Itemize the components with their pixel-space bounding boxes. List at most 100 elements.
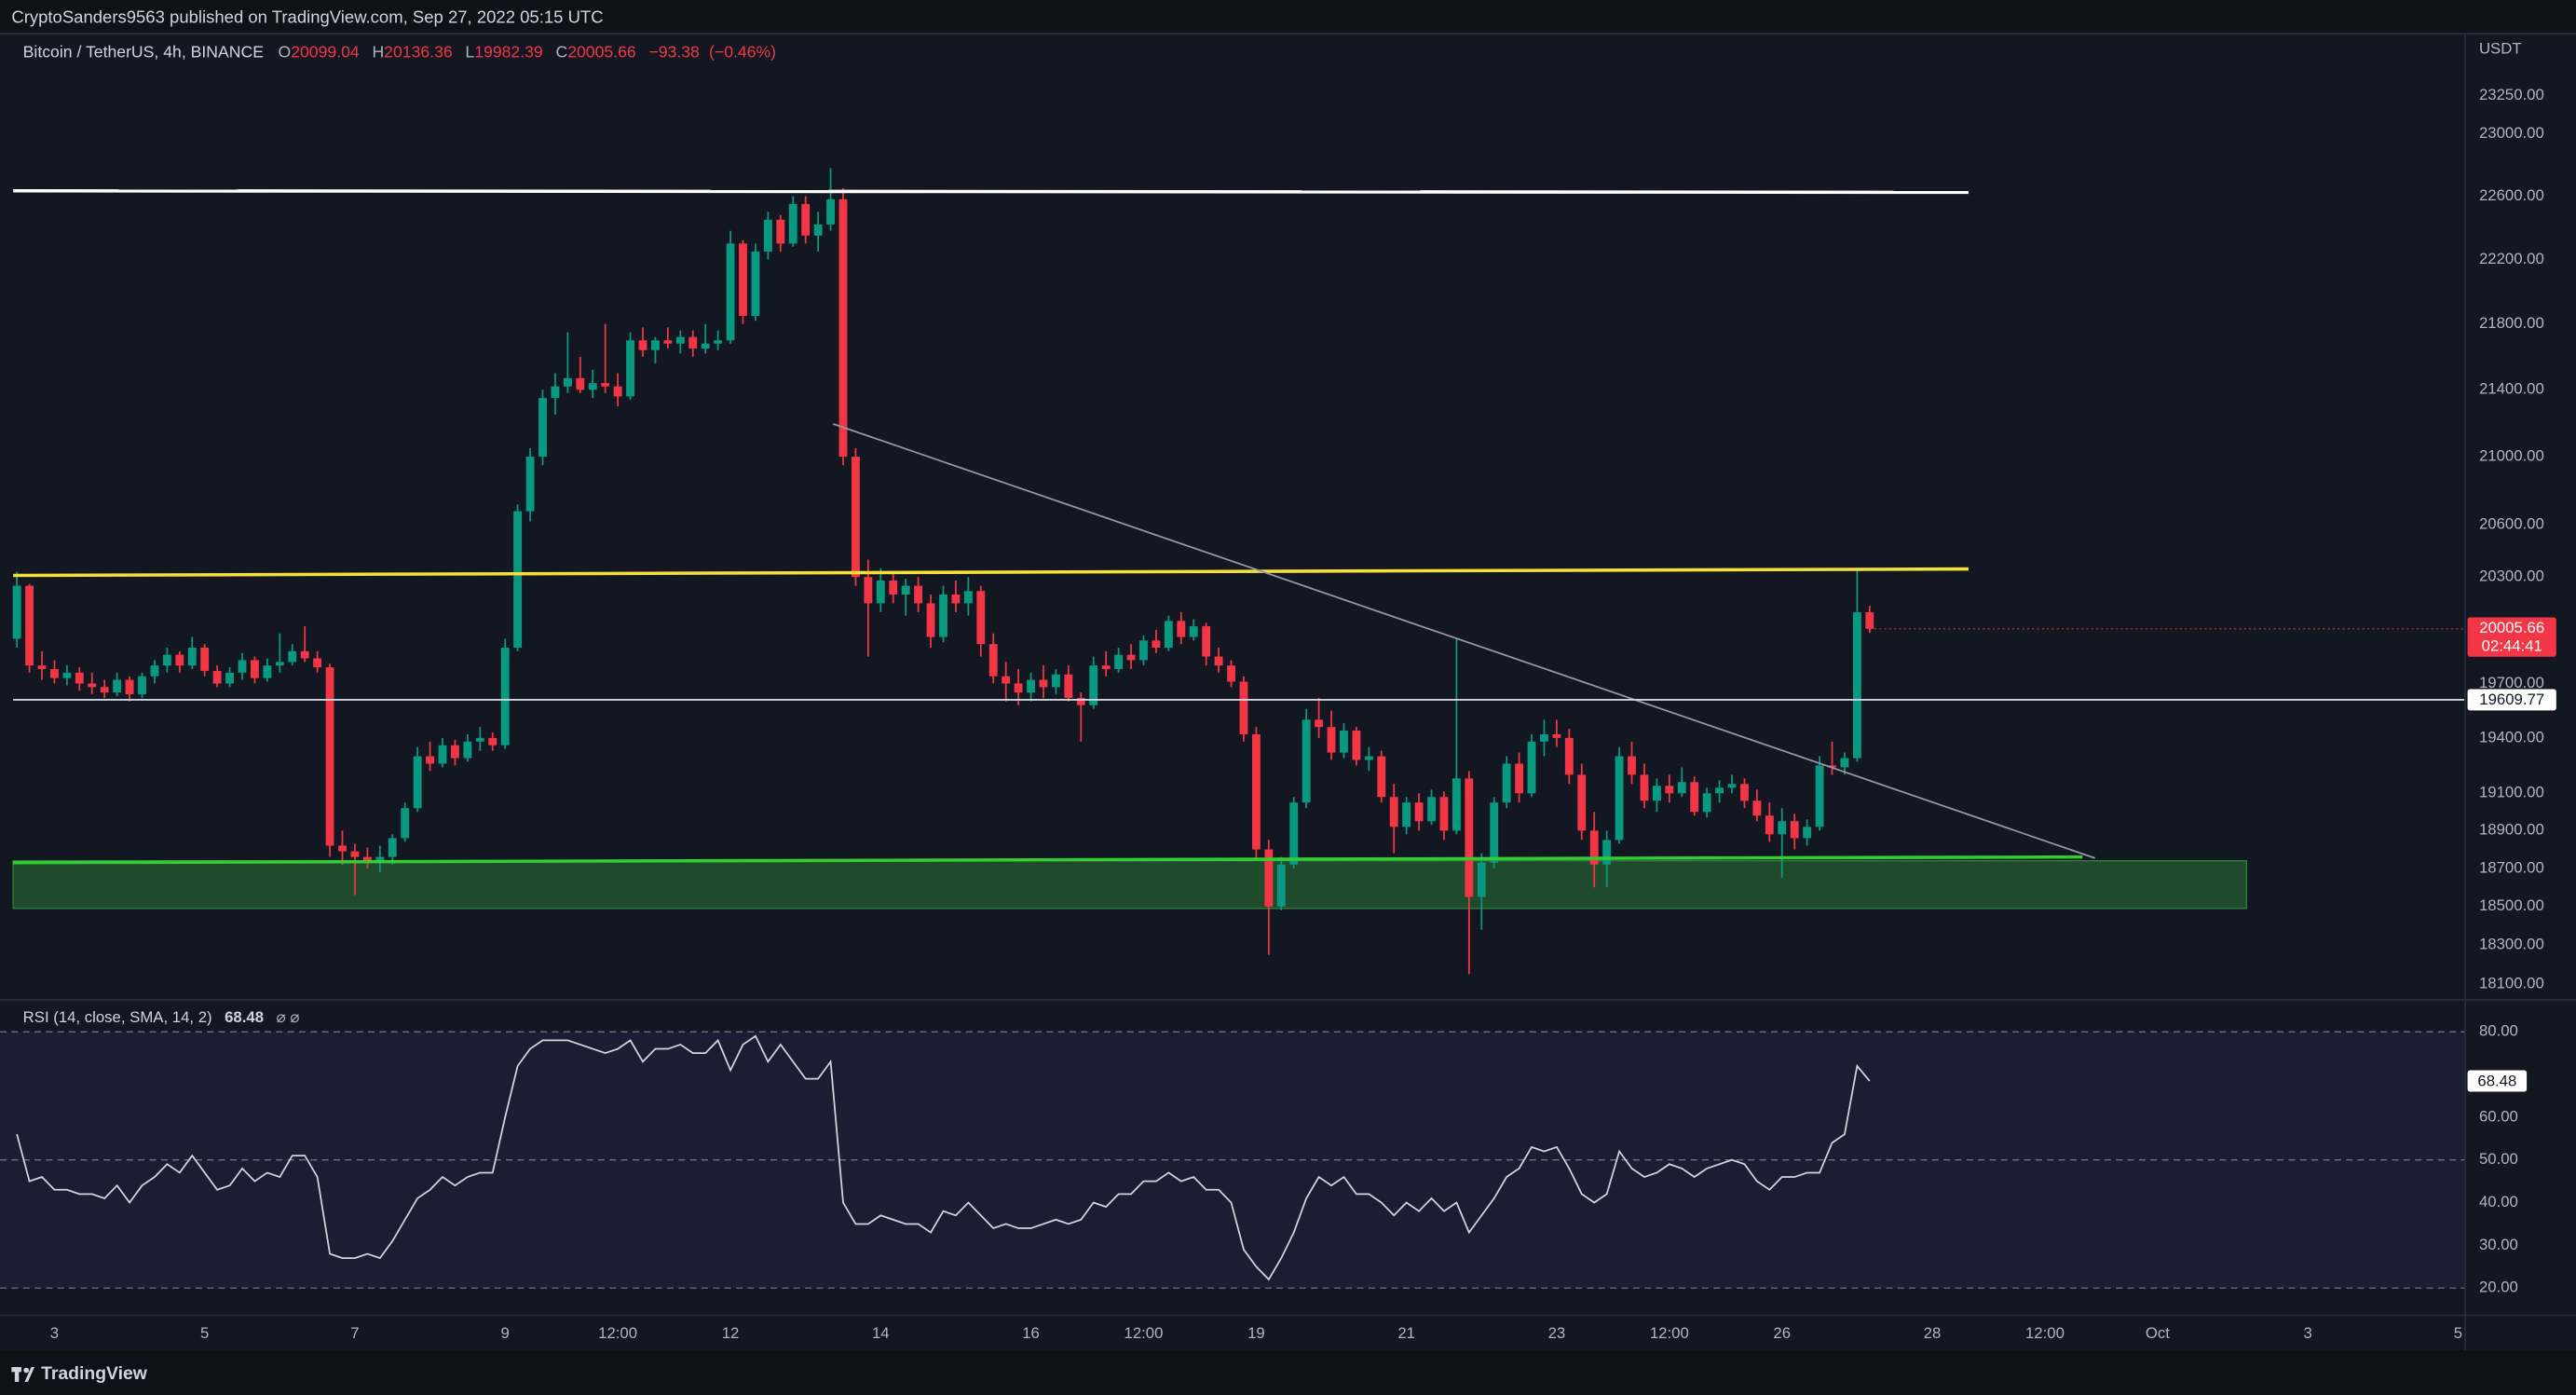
candle-body [1552,733,1561,738]
candle-body [1014,683,1023,693]
candle-body [375,856,385,861]
candle-body [1490,802,1499,863]
last-price-label: 20005.66 [2479,619,2544,636]
candle-body [388,838,397,857]
candle-body [1389,797,1398,827]
candle-body [1239,681,1248,734]
candle-body [1465,778,1474,897]
x-tick-label: 12:00 [598,1324,637,1342]
candle-body [914,585,923,604]
candle-body [1665,786,1674,794]
ohlc-value: 20136.36 [384,42,453,61]
candle-body [1414,802,1424,822]
rsi-tick-label: 80.00 [2479,1022,2518,1040]
candle-body [1702,793,1711,813]
candle-body [150,665,159,677]
candle-body [1114,654,1124,670]
candle-body [1652,786,1661,801]
candle-body [251,660,259,678]
candle-body [851,457,860,578]
candle-body [963,591,973,604]
candle-body [350,851,360,857]
candle-body [1677,782,1686,794]
x-tick-label: 5 [200,1324,209,1342]
candle-body [650,340,660,350]
y-tick-label: 23000.00 [2479,124,2544,142]
y-tick-label: 18500.00 [2479,896,2544,914]
candle-body [1202,626,1211,657]
candle-body [926,603,935,637]
candle-body [75,672,84,684]
ohlc-label: C [555,42,567,61]
candle-body [751,251,760,316]
candle-body [876,580,885,604]
y-tick-label: 23250.00 [2479,86,2544,103]
x-tick-label: 14 [872,1324,890,1342]
candle-body [1640,774,1649,801]
legend: Bitcoin / TetherUS, 4h, BINANCE O20099.0… [23,42,776,61]
candle-body [238,660,247,673]
candle-body [1276,864,1286,907]
candle-body [1164,621,1173,648]
candle-body [212,670,222,684]
x-tick-label: 26 [1773,1324,1791,1342]
candle-body [675,336,685,344]
candle-body [788,203,797,244]
x-tick-label: 21 [1397,1324,1415,1342]
candle-body [37,665,47,670]
candle-body [826,198,835,225]
candle-body [1352,731,1361,760]
candle-body [313,658,322,668]
candle-body [187,647,197,666]
brand: TradingView [41,1363,148,1384]
x-tick-label: 16 [1022,1324,1040,1342]
x-tick-label: Oct [2146,1324,2170,1342]
trend-line [13,188,1969,195]
x-tick-label: 12 [722,1324,740,1342]
candle-body [162,654,171,666]
candle-body [1815,765,1824,827]
candle-body [776,219,785,244]
x-tick-label: 12:00 [2025,1324,2065,1342]
y-tick-label: 21000.00 [2479,447,2544,465]
x-tick-label: 12:00 [1650,1324,1689,1342]
candle-body [288,650,297,663]
logo [11,1367,35,1382]
candle-body [801,203,811,236]
candle-body [864,577,873,604]
candle-body [1865,612,1874,629]
candle-body [1002,676,1011,684]
candle-body [838,198,848,458]
candle-body [438,745,447,764]
candle-body [12,585,21,639]
candle-body [1564,737,1574,775]
candle-body [1589,830,1599,865]
candle-body [100,687,109,693]
x-tick-label: 23 [1548,1324,1566,1342]
candle-body [1327,727,1336,753]
candle-body [125,679,134,695]
last-price-box [2467,617,2556,657]
candle-body [714,340,723,344]
candle-body [138,676,146,695]
candle-body [475,737,484,742]
ohlc-label: O [278,42,291,61]
candle-body [1628,756,1636,775]
candle-body [325,667,334,846]
ohlc-label: L [465,42,474,61]
rsi-value-box [2467,1070,2528,1092]
candle-body [1076,697,1085,705]
candle-body [1690,782,1699,813]
y-tick-label: 20300.00 [2479,568,2544,585]
candle-body [1527,741,1536,794]
currency-unit: USDT [2479,39,2522,57]
candle-body [889,580,898,595]
candle-body [50,669,59,678]
trend-line [832,423,2095,859]
candle-body [1515,763,1524,794]
candle-body [988,644,998,677]
candle-body [1340,731,1348,753]
top-bar [0,0,2576,34]
level-label: 19609.77 [2479,691,2544,708]
candle-body [175,654,184,666]
